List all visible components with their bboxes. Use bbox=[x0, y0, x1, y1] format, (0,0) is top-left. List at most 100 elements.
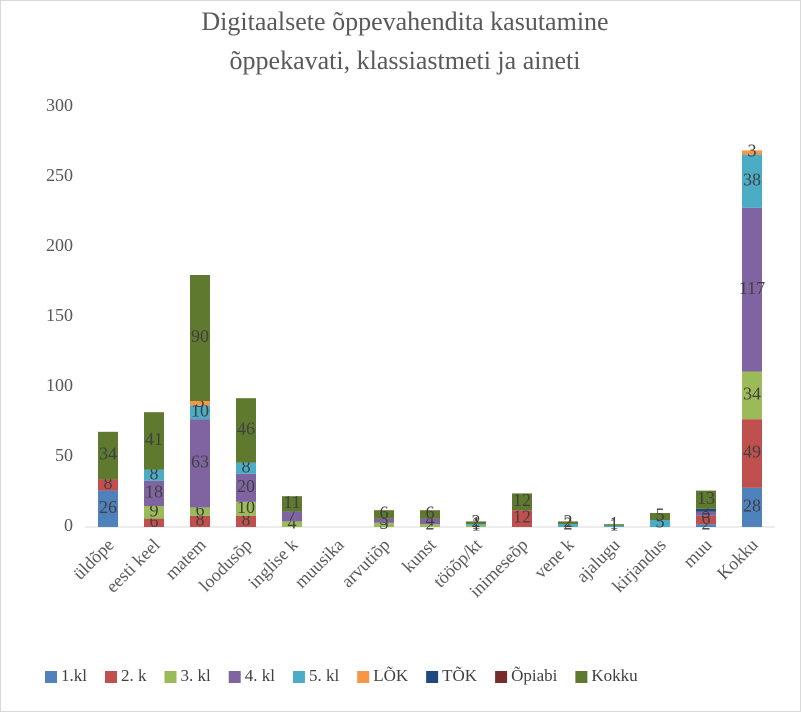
legend-label: 1.kl bbox=[61, 666, 87, 685]
data-label: 34 bbox=[743, 384, 761, 404]
bar-segment bbox=[190, 515, 210, 527]
legend-swatch bbox=[292, 671, 305, 683]
bar-segment bbox=[696, 515, 716, 525]
legend-swatch bbox=[357, 671, 370, 683]
bar-segment bbox=[144, 480, 164, 506]
data-label: 9 bbox=[150, 500, 159, 520]
bar-segment bbox=[144, 518, 164, 527]
data-label: 8 bbox=[242, 456, 251, 476]
data-label: 1 bbox=[610, 513, 619, 533]
legend-label: Õpiabi bbox=[511, 666, 558, 685]
legend-label: TÕK bbox=[442, 666, 478, 685]
data-label: 7 bbox=[288, 505, 297, 525]
legend-swatch bbox=[104, 671, 117, 683]
data-label: 41 bbox=[145, 429, 163, 449]
y-tick-label: 100 bbox=[46, 375, 73, 395]
bar-segment bbox=[190, 405, 210, 420]
y-tick-label: 50 bbox=[55, 445, 73, 465]
bar-segment bbox=[742, 487, 762, 527]
data-label: 10 bbox=[237, 497, 255, 517]
bar-segment bbox=[282, 496, 302, 512]
bar-segment bbox=[558, 524, 578, 527]
bar-segment bbox=[236, 473, 256, 502]
legend-label: LÕK bbox=[373, 666, 409, 685]
data-label: 5 bbox=[656, 512, 665, 532]
data-label: 6 bbox=[380, 503, 389, 523]
bar-segment bbox=[420, 524, 440, 527]
data-label: 5 bbox=[656, 505, 665, 525]
data-label: 4 bbox=[288, 512, 297, 532]
legend-swatch bbox=[426, 671, 439, 683]
data-label: 2 bbox=[472, 511, 481, 531]
bar-segment bbox=[742, 154, 762, 208]
bar-segment bbox=[466, 521, 486, 525]
bar-segment bbox=[696, 524, 716, 527]
data-label: 3 bbox=[748, 141, 757, 161]
bar-segment bbox=[604, 525, 624, 527]
bar-segment bbox=[374, 510, 394, 519]
bar-segment bbox=[144, 469, 164, 481]
legend-swatch bbox=[228, 671, 241, 683]
bar-segment bbox=[420, 518, 440, 525]
bar-segment bbox=[374, 518, 394, 523]
data-label: 13 bbox=[697, 488, 715, 508]
y-tick-label: 300 bbox=[46, 95, 73, 115]
data-label: 6 bbox=[426, 503, 435, 523]
bar-segment bbox=[190, 275, 210, 401]
data-label: 12 bbox=[513, 490, 531, 510]
data-label: 3 bbox=[380, 509, 389, 529]
bar-segment bbox=[696, 511, 716, 516]
bar-segment bbox=[466, 524, 486, 526]
data-label: 6 bbox=[196, 500, 205, 520]
data-label: 34 bbox=[99, 444, 117, 464]
data-label: 3 bbox=[380, 513, 389, 533]
data-label: 18 bbox=[145, 482, 163, 502]
legend-swatch bbox=[164, 671, 177, 683]
bar-segment bbox=[282, 521, 302, 527]
legend-label: 2. k bbox=[121, 666, 147, 685]
data-label: 90 bbox=[191, 326, 209, 346]
data-label: 28 bbox=[743, 496, 761, 516]
y-tick-label: 150 bbox=[46, 305, 73, 325]
legend-label: 3. kl bbox=[180, 666, 211, 685]
data-label: 10 bbox=[191, 400, 209, 420]
legend-swatch bbox=[45, 671, 57, 683]
bar-segment bbox=[374, 522, 394, 527]
legend-label: Kokku bbox=[591, 666, 638, 685]
data-label: 117 bbox=[739, 278, 765, 298]
y-tick-label: 250 bbox=[46, 165, 73, 185]
bar-segment bbox=[650, 520, 670, 527]
bar-segment bbox=[742, 207, 762, 372]
y-tick-label: 200 bbox=[46, 235, 73, 255]
data-label: 4 bbox=[426, 510, 435, 530]
data-label: 46 bbox=[237, 419, 255, 439]
bar-segment bbox=[650, 513, 670, 520]
bar-segment bbox=[466, 525, 486, 527]
chart-title: Digitaalsete õppevahendita kasutamine bbox=[201, 7, 608, 36]
data-label: 2 bbox=[564, 511, 573, 531]
data-label: 11 bbox=[283, 492, 300, 512]
data-label: 3 bbox=[196, 391, 205, 411]
bar-segment bbox=[236, 515, 256, 527]
bar-segment bbox=[420, 510, 440, 519]
data-label: 8 bbox=[150, 463, 159, 483]
bar-segment bbox=[742, 419, 762, 488]
bar-segment bbox=[98, 431, 118, 480]
data-label: 8 bbox=[196, 510, 205, 530]
bar-segment bbox=[236, 501, 256, 516]
bar-segment bbox=[696, 490, 716, 509]
chart-title: õppekavati, klassiastmeti ja aineti bbox=[230, 46, 581, 75]
data-label: 49 bbox=[743, 442, 761, 462]
data-label: 6 bbox=[150, 511, 159, 531]
bar-segment bbox=[144, 412, 164, 470]
bar-segment bbox=[98, 490, 118, 527]
bar-segment bbox=[236, 462, 256, 474]
bar-segment bbox=[512, 510, 532, 527]
data-label: 12 bbox=[513, 507, 531, 527]
legend-label: 4. kl bbox=[245, 666, 276, 685]
data-label: 20 bbox=[237, 476, 255, 496]
bar-segment bbox=[190, 419, 210, 508]
data-label: 8 bbox=[104, 473, 113, 493]
